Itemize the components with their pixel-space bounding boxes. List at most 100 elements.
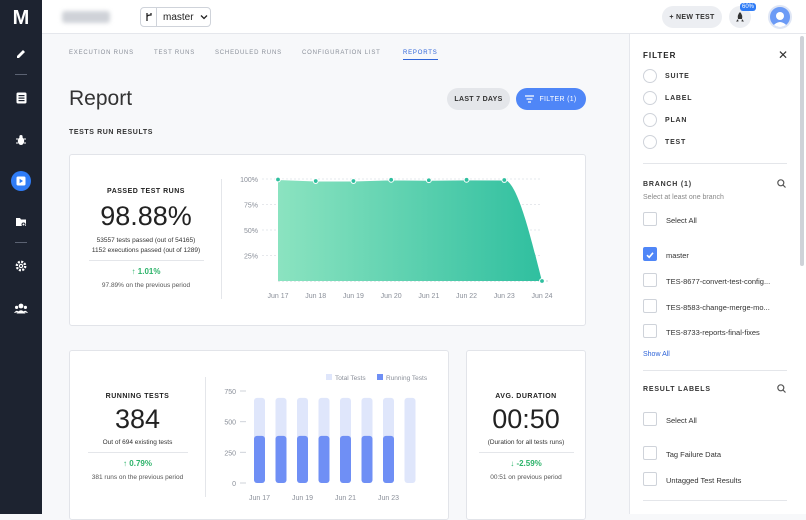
folder-settings-icon[interactable]	[11, 212, 31, 232]
branch-master-checkbox[interactable]	[643, 247, 657, 261]
y-tick-label: 500	[224, 420, 236, 427]
branch-8677-label: TES-8677-convert-test-config...	[666, 277, 771, 286]
new-test-button[interactable]: + NEW TEST	[662, 6, 722, 28]
branch-8583-checkbox[interactable]	[643, 299, 657, 313]
close-icon[interactable]: ✕	[778, 48, 789, 62]
radio-test-label: TEST	[665, 139, 687, 146]
left-nav-rail: M	[0, 0, 42, 514]
duration-prev: 00:51 on previous period	[490, 474, 562, 481]
running-delta: ↑ 0.79%	[123, 459, 152, 468]
duration-delta: ↓ -2.59%	[510, 459, 542, 468]
radio-suite[interactable]	[643, 69, 657, 83]
app-logo[interactable]: M	[12, 7, 30, 29]
y-tick-label: 250	[224, 450, 236, 457]
show-all-link[interactable]: Show All	[643, 351, 670, 358]
bug-icon[interactable]	[11, 130, 31, 150]
legend-label: Total Tests	[335, 375, 366, 382]
x-tick-label: Jun 19	[343, 293, 364, 300]
legend-swatch	[377, 374, 383, 380]
tab-scheduled-runs[interactable]: SCHEDULED RUNS	[215, 50, 282, 56]
y-tick-label: 750	[224, 389, 236, 396]
y-tick-label: 25%	[244, 254, 258, 261]
x-tick-label: Jun 17	[267, 293, 288, 300]
section-title: TESTS RUN RESULTS	[69, 129, 153, 136]
filter-button-label: FILTER (1)	[539, 95, 577, 103]
running-tests-bar	[275, 435, 287, 483]
passed-kpi: PASSED TEST RUNS 98.88% 53557 tests pass…	[80, 188, 212, 289]
branch-8733-checkbox[interactable]	[643, 324, 657, 338]
filter-title: FILTER	[643, 51, 677, 60]
notifications-button[interactable]: 60%	[729, 3, 757, 28]
tab-configuration-list[interactable]: CONFIGURATION LIST	[302, 50, 381, 56]
branch-icon	[141, 8, 157, 26]
filter-button[interactable]: FILTER (1)	[516, 88, 586, 110]
page-title: Report	[69, 87, 133, 110]
passed-delta: ↑ 1.01%	[131, 267, 161, 276]
radio-label-label: LABEL	[665, 95, 693, 102]
x-tick-label: Jun 19	[292, 495, 313, 502]
passed-executions-line: 1152 executions passed (out of 1289)	[91, 247, 201, 254]
branch-8733-label: TES-8733-reports-final-fixes	[666, 328, 760, 337]
radio-label[interactable]	[643, 91, 657, 105]
top-bar: master + NEW TEST 60%	[42, 0, 806, 34]
branch-selector[interactable]: master	[140, 7, 211, 27]
running-kpi: RUNNING TESTS 384 Out of 694 existing te…	[80, 393, 195, 481]
y-tick-label: 75%	[244, 203, 258, 210]
running-value: 384	[114, 404, 161, 434]
period-button[interactable]: LAST 7 DAYS	[447, 88, 510, 110]
duration-label: AVG. DURATION	[495, 393, 557, 400]
running-tests-bar	[318, 435, 330, 483]
labels-section-title: RESULT LABELS	[643, 386, 711, 393]
branch-8583-label: TES-8583-change-merge-mo...	[666, 303, 770, 312]
tab-reports[interactable]: REPORTS	[403, 50, 438, 60]
data-point	[425, 177, 432, 184]
data-point	[388, 176, 395, 183]
duration-card: AVG. DURATION 00:50 (Duration for all te…	[466, 350, 586, 520]
untagged-results-label: Untagged Test Results	[666, 476, 742, 485]
panel-scrollbar[interactable]	[800, 36, 804, 266]
search-icon[interactable]	[777, 384, 786, 393]
gear-icon[interactable]	[11, 256, 31, 276]
pencil-icon[interactable]	[11, 44, 31, 64]
x-tick-label: Jun 23	[378, 495, 399, 502]
x-tick-label: Jun 18	[305, 293, 326, 300]
untagged-results-checkbox[interactable]	[643, 472, 657, 486]
list-icon[interactable]	[11, 88, 31, 108]
tab-test-runs[interactable]: TEST RUNS	[154, 50, 196, 56]
search-icon[interactable]	[777, 179, 786, 188]
passed-label: PASSED TEST RUNS	[107, 188, 185, 195]
avatar[interactable]	[768, 5, 792, 29]
running-tests-card: RUNNING TESTS 384 Out of 694 existing te…	[69, 350, 449, 520]
branch-select-all-checkbox[interactable]	[643, 212, 657, 226]
tab-execution-runs[interactable]: EXECUTION RUNS	[69, 50, 134, 56]
running-tests-bar	[297, 435, 308, 483]
x-tick-label: Jun 23	[494, 293, 515, 300]
running-total-line: Out of 694 existing tests	[102, 439, 173, 446]
users-icon[interactable]	[11, 298, 31, 318]
radio-plan-label: PLAN	[665, 117, 688, 124]
project-name[interactable]	[62, 11, 110, 23]
branch-section-title: BRANCH (1)	[643, 181, 692, 188]
y-tick-label: 100%	[240, 177, 258, 184]
labels-select-all-label: Select All	[666, 416, 697, 425]
data-point	[275, 176, 281, 183]
legend-swatch	[326, 374, 332, 380]
arrow-up-icon: ↑	[123, 459, 128, 468]
branch-hint: Select at least one branch	[643, 194, 724, 201]
passed-value: 98.88%	[100, 201, 192, 231]
play-icon[interactable]	[11, 171, 31, 191]
x-tick-label: Jun 21	[335, 495, 356, 502]
labels-select-all-checkbox[interactable]	[643, 412, 657, 426]
y-tick-label: 50%	[244, 228, 258, 235]
tag-failure-data-checkbox[interactable]	[643, 446, 657, 460]
passed-tests-line: 53557 tests passed (out of 54165)	[96, 237, 196, 244]
radio-test[interactable]	[643, 135, 657, 149]
duration-value: 00:50	[492, 404, 560, 434]
passed-prev: 97.89% on the previous period	[101, 282, 191, 289]
rocket-icon	[736, 11, 744, 21]
branch-master-label: master	[666, 251, 689, 260]
legend-label: Running Tests	[386, 375, 428, 382]
radio-plan[interactable]	[643, 113, 657, 127]
running-tests-bar-chart: Total Tests Running Tests 750 500 250 0 Jun 17…	[224, 374, 428, 502]
branch-8677-checkbox[interactable]	[643, 273, 657, 287]
